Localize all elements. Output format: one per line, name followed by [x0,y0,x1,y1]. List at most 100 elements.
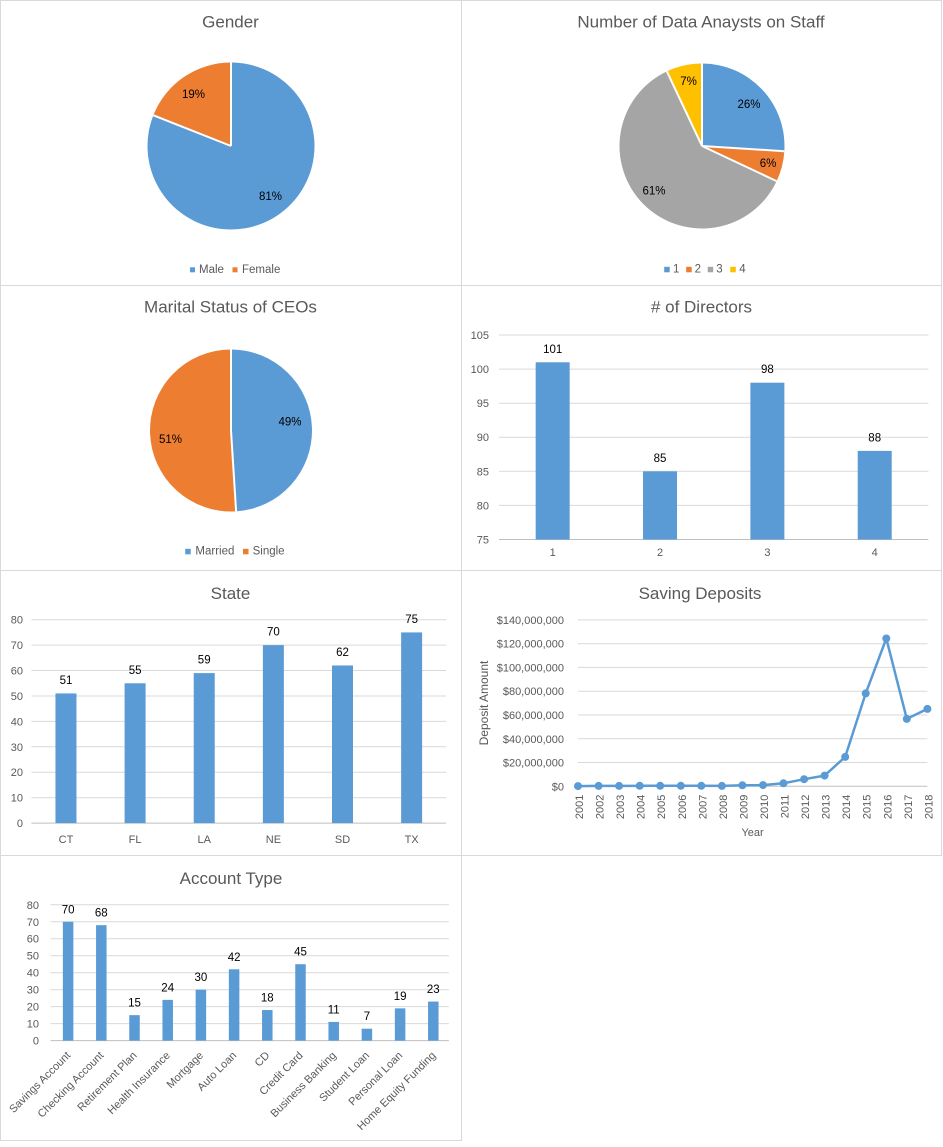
svg-text:$100,000,000: $100,000,000 [497,662,564,674]
svg-text:7%: 7% [680,76,697,88]
svg-text:7: 7 [364,1011,370,1023]
svg-text:0: 0 [33,1036,39,1048]
svg-text:2014: 2014 [841,795,853,819]
svg-text:$40,000,000: $40,000,000 [503,734,564,746]
svg-text:3: 3 [716,264,722,276]
svg-text:10: 10 [27,1019,39,1031]
svg-text:2002: 2002 [595,795,607,819]
svg-text:50: 50 [27,951,39,963]
svg-text:51%: 51% [159,434,182,446]
svg-text:15: 15 [128,998,141,1010]
svg-text:11: 11 [328,1004,340,1016]
svg-text:# of Directors: # of Directors [651,298,752,317]
svg-text:Married: Married [195,546,234,558]
svg-text:2008: 2008 [718,795,730,819]
svg-text:$0: $0 [552,781,564,793]
svg-text:2010: 2010 [759,795,771,819]
svg-text:$20,000,000: $20,000,000 [503,758,564,770]
svg-text:70: 70 [11,640,23,652]
svg-text:Saving Deposits: Saving Deposits [639,584,762,603]
svg-text:85: 85 [477,466,489,478]
svg-text:CD: CD [253,1050,273,1070]
svg-text:19: 19 [394,991,407,1003]
svg-text:59: 59 [198,655,211,667]
svg-text:51: 51 [60,675,73,687]
svg-text:FL: FL [129,834,142,846]
svg-text:98: 98 [761,364,774,376]
svg-text:Account Type: Account Type [180,869,283,888]
svg-text:Gender: Gender [202,13,259,32]
svg-text:State: State [211,584,251,603]
svg-text:Deposit Amount: Deposit Amount [477,660,491,745]
svg-text:26%: 26% [737,99,760,111]
svg-text:24: 24 [161,982,174,994]
svg-text:Number of Data Anaysts on Staf: Number of Data Anaysts on Staff [577,13,825,32]
svg-text:42: 42 [228,952,241,964]
svg-text:55: 55 [129,665,142,677]
svg-text:80: 80 [477,500,489,512]
svg-text:20: 20 [27,1002,39,1014]
svg-text:2001: 2001 [574,795,586,819]
svg-text:Health Insurance: Health Insurance [106,1050,173,1117]
svg-text:75: 75 [477,535,489,547]
svg-text:45: 45 [294,947,307,959]
svg-text:$80,000,000: $80,000,000 [503,686,564,698]
svg-text:4: 4 [739,264,746,276]
svg-text:105: 105 [471,330,489,342]
svg-text:SD: SD [335,834,350,846]
svg-text:70: 70 [267,627,280,639]
svg-text:$120,000,000: $120,000,000 [497,639,564,651]
svg-text:50: 50 [11,691,23,703]
svg-text:2009: 2009 [738,795,750,819]
svg-text:100: 100 [471,364,489,376]
svg-text:75: 75 [405,614,418,626]
svg-text:Marital Status of CEOs: Marital Status of CEOs [144,298,317,317]
svg-text:4: 4 [872,547,878,559]
svg-text:CT: CT [59,834,74,846]
svg-text:60: 60 [11,666,23,678]
svg-text:2016: 2016 [882,795,894,819]
svg-text:2003: 2003 [615,795,627,819]
svg-text:$140,000,000: $140,000,000 [497,615,564,627]
svg-text:0: 0 [17,818,23,830]
svg-text:NE: NE [266,834,281,846]
svg-text:Retirement Plan: Retirement Plan [75,1050,139,1114]
svg-text:2006: 2006 [677,795,689,819]
svg-text:62: 62 [336,647,349,659]
svg-text:80: 80 [27,900,39,912]
svg-text:61%: 61% [642,186,665,198]
svg-text:40: 40 [27,968,39,980]
svg-text:2018: 2018 [923,795,935,819]
svg-text:2017: 2017 [903,795,915,819]
svg-text:LA: LA [197,834,211,846]
svg-text:1: 1 [673,264,679,276]
svg-text:30: 30 [11,742,23,754]
svg-text:2005: 2005 [656,795,668,819]
svg-text:2015: 2015 [862,795,874,819]
svg-text:Savings Account: Savings Account [7,1050,73,1116]
svg-text:101: 101 [543,344,562,356]
svg-text:23: 23 [427,984,440,996]
svg-text:2: 2 [657,547,663,559]
svg-text:6%: 6% [760,158,777,170]
svg-text:60: 60 [27,934,39,946]
svg-text:95: 95 [477,398,489,410]
svg-text:1: 1 [550,547,556,559]
svg-text:85: 85 [654,453,667,465]
svg-text:49%: 49% [278,417,301,429]
svg-text:70: 70 [62,904,75,916]
svg-text:18: 18 [261,993,274,1005]
svg-text:2012: 2012 [800,795,812,819]
svg-text:68: 68 [95,908,108,920]
svg-text:20: 20 [11,767,23,779]
svg-text:Female: Female [242,264,280,276]
svg-text:2004: 2004 [636,795,648,819]
svg-text:30: 30 [195,972,208,984]
svg-text:2: 2 [695,264,701,276]
svg-text:Male: Male [199,264,224,276]
svg-text:2013: 2013 [821,795,833,819]
svg-text:81%: 81% [259,191,282,203]
svg-text:$60,000,000: $60,000,000 [503,710,564,722]
svg-text:90: 90 [477,432,489,444]
svg-text:30: 30 [27,985,39,997]
